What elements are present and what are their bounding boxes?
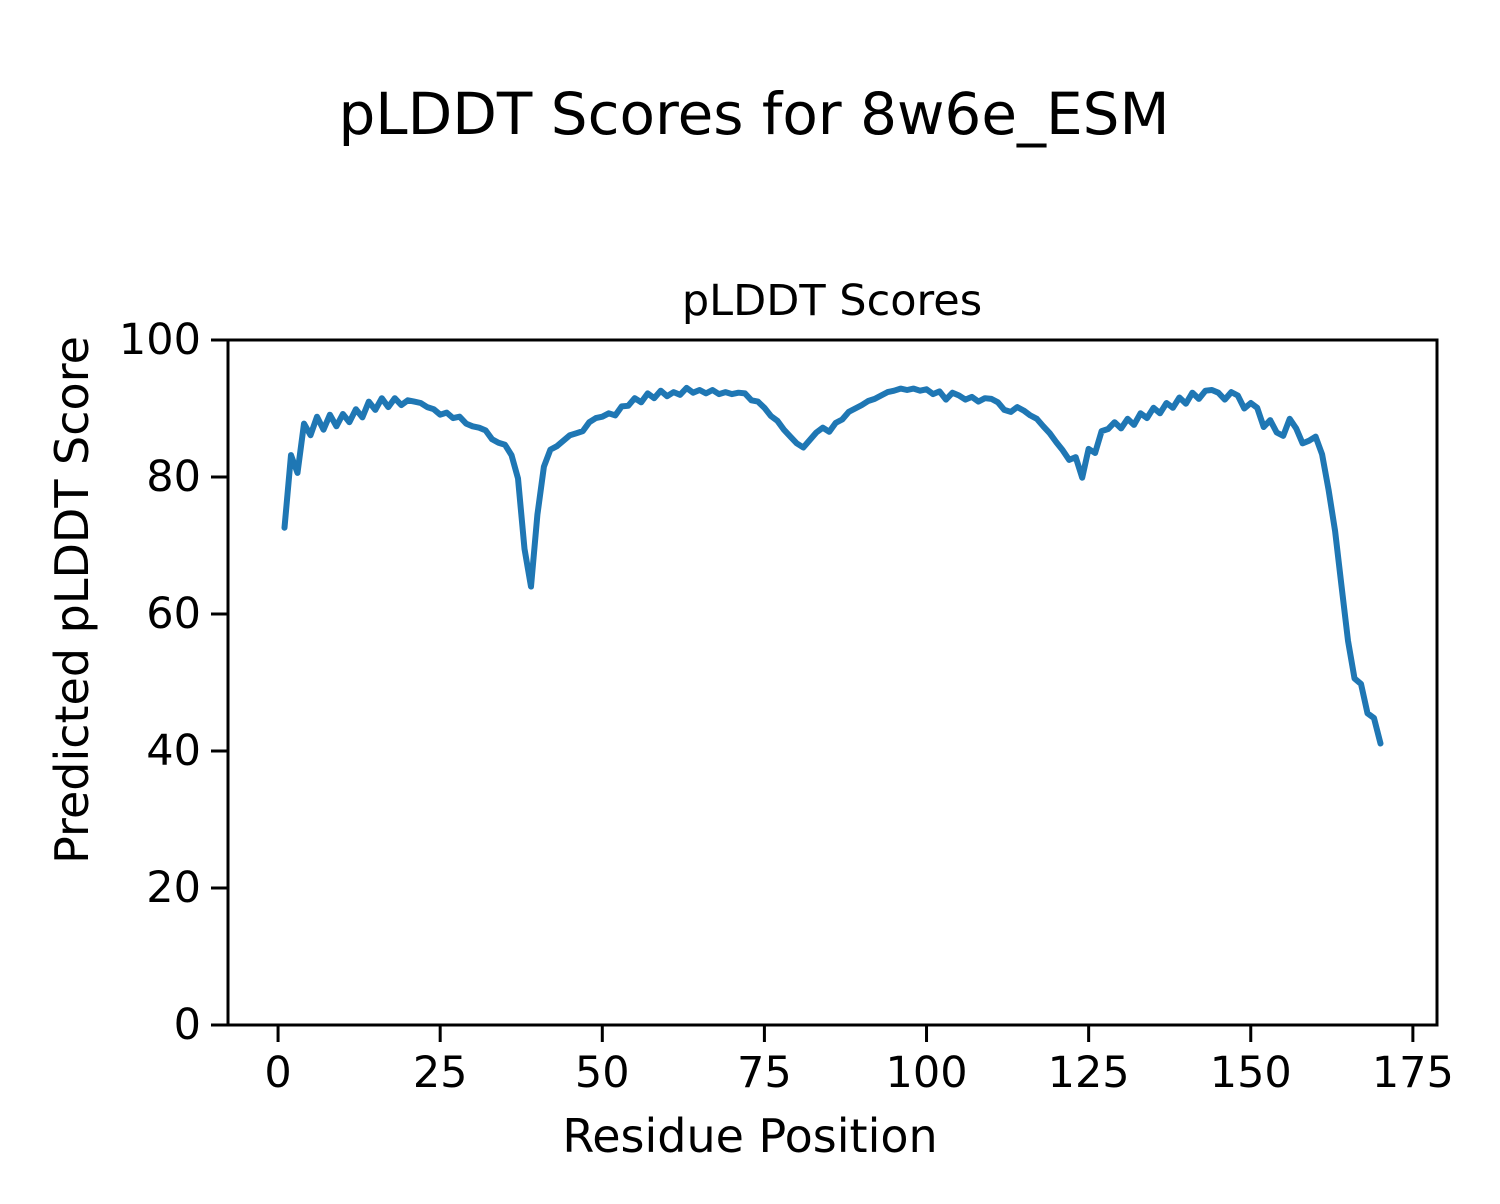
plot-border [226, 338, 1439, 1027]
y-tick-label: 80 [146, 452, 201, 502]
x-tick-label: 175 [1372, 1048, 1454, 1098]
y-axis-ticks: 0 20 40 60 80 100 [119, 315, 228, 1050]
y-tick-label: 0 [174, 1000, 201, 1050]
y-tick-label: 100 [119, 315, 201, 365]
y-axis-label: Predicted pLDDT Score [45, 336, 99, 864]
x-tick-label: 150 [1210, 1048, 1292, 1098]
y-tick-label: 20 [146, 863, 201, 913]
x-tick-label: 125 [1048, 1048, 1130, 1098]
x-tick-label: 50 [575, 1048, 630, 1098]
x-tick-label: 100 [885, 1048, 967, 1098]
axes-title: pLDDT Scores [682, 276, 982, 326]
y-tick-label: 40 [146, 726, 201, 776]
x-tick-label: 0 [264, 1048, 291, 1098]
x-axis-label: Residue Position [562, 1109, 937, 1163]
plddt-series-line [281, 384, 1384, 747]
x-tick-label: 75 [737, 1048, 792, 1098]
figure-title: pLDDT Scores for 8w6e_ESM [338, 80, 1169, 148]
y-tick-label: 60 [146, 589, 201, 639]
x-axis-ticks: 0 25 50 75 100 125 150 175 [264, 1025, 1454, 1098]
x-tick-label: 25 [413, 1048, 468, 1098]
